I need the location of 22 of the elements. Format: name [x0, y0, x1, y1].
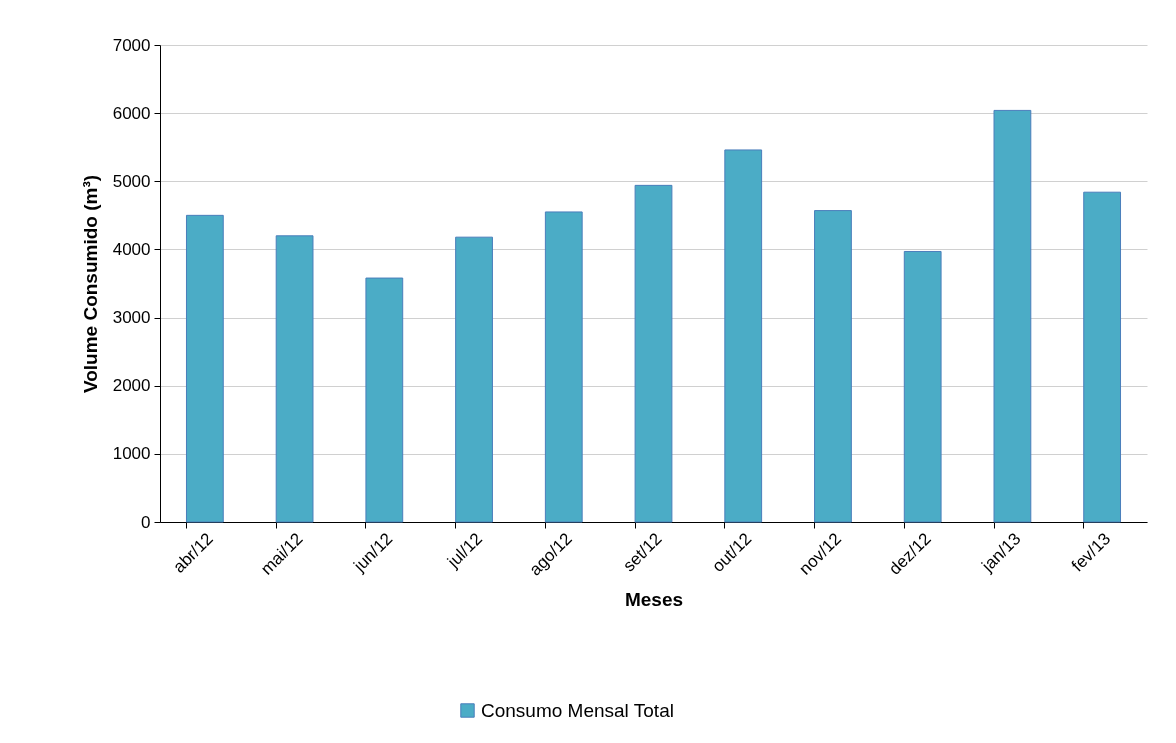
bar	[903, 250, 942, 523]
legend-label: Consumo Mensal Total	[481, 699, 674, 721]
bar	[634, 184, 673, 523]
y-tick-label: 3000	[112, 308, 151, 328]
y-tick-label: 0	[141, 512, 151, 532]
bar	[814, 210, 852, 523]
bar	[1083, 191, 1122, 523]
bar	[275, 235, 314, 523]
y-tick-label: 2000	[112, 376, 151, 396]
x-axis-title: Meses	[624, 588, 684, 610]
y-tick-label: 1000	[112, 444, 151, 464]
bar	[455, 236, 493, 523]
bar	[544, 211, 583, 523]
y-axis-title: Volume Consumido (m³)	[79, 174, 101, 394]
bar	[185, 214, 224, 523]
bar	[365, 277, 404, 523]
y-tick-label: 7000	[112, 35, 151, 55]
y-tick-label: 4000	[112, 239, 151, 259]
y-tick-label: 5000	[112, 171, 151, 191]
bar	[993, 109, 1032, 523]
y-tick-label: 6000	[112, 103, 151, 123]
bar	[724, 149, 763, 523]
